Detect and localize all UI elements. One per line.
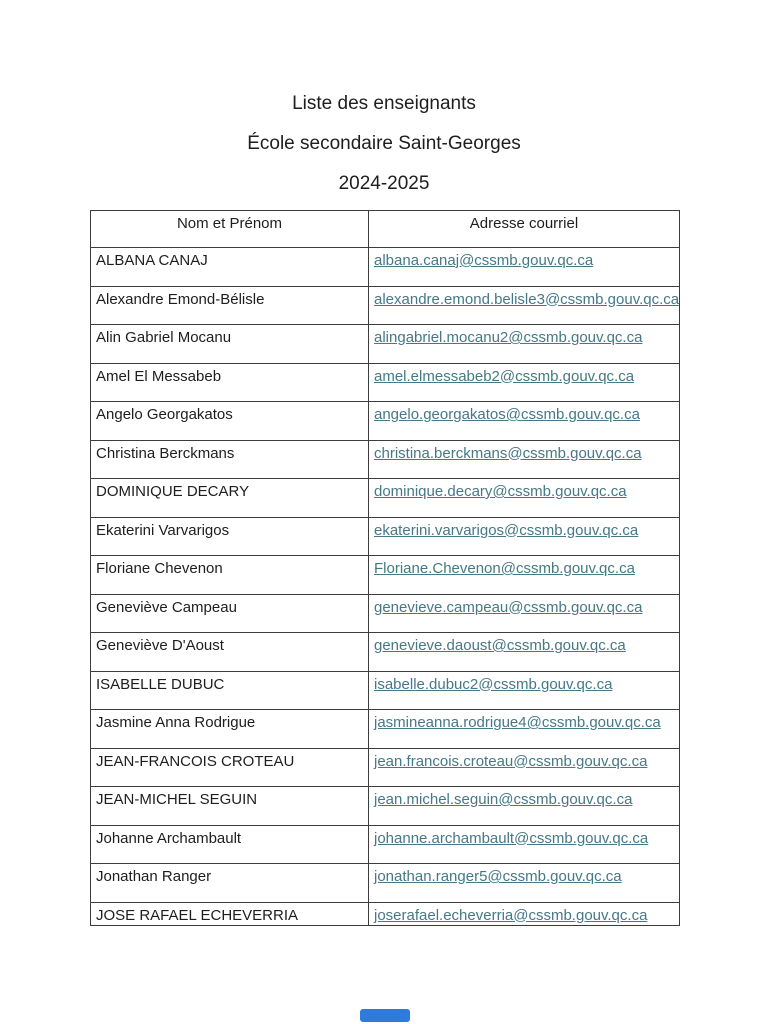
teacher-email-cell: jasmineanna.rodrigue4@cssmb.gouv.qc.ca bbox=[368, 709, 680, 749]
teacher-email-link[interactable]: christina.berckmans@cssmb.gouv.qc.ca bbox=[374, 444, 642, 462]
teacher-email-cell: albana.canaj@cssmb.gouv.qc.ca bbox=[368, 247, 680, 287]
teacher-name-cell: Ekaterini Varvarigos bbox=[90, 516, 369, 556]
teacher-email-link[interactable]: ekaterini.varvarigos@cssmb.gouv.qc.ca bbox=[374, 521, 639, 539]
table-row: ISABELLE DUBUC isabelle.dubuc2@cssmb.gouv… bbox=[90, 670, 680, 710]
teacher-email-cell: dominique.decary@cssmb.gouv.qc.ca bbox=[368, 478, 680, 518]
table-row: JEAN-FRANCOIS CROTEAU jean.francois.crote… bbox=[90, 747, 680, 787]
teacher-name-cell: ISABELLE DUBUC bbox=[90, 670, 369, 710]
teacher-email-link[interactable]: alexandre.emond.belisle3@cssmb.gouv.qc.c… bbox=[374, 290, 680, 308]
teacher-email-link[interactable]: alingabriel.mocanu2@cssmb.gouv.qc.ca bbox=[374, 329, 643, 346]
teacher-email-cell: Floriane.Chevenon@cssmb.gouv.qc.ca bbox=[368, 555, 680, 595]
teacher-name-cell: JOSE RAFAEL ECHEVERRIA bbox=[90, 901, 369, 926]
teacher-email-link[interactable]: jean.francois.croteau@cssmb.gouv.qc.ca bbox=[374, 752, 648, 770]
table-row: JEAN-MICHEL SEGUIN jean.michel.seguin@css… bbox=[90, 786, 680, 826]
teacher-email-link[interactable]: johanne.archambault@cssmb.gouv.qc.ca bbox=[374, 829, 649, 847]
teacher-email-link[interactable]: amel.elmessabeb2@cssmb.gouv.qc.ca bbox=[374, 367, 635, 385]
teacher-name-cell: Johanne Archambault bbox=[90, 824, 369, 864]
teacher-email-cell: jonathan.ranger5@cssmb.gouv.qc.ca bbox=[368, 863, 680, 903]
table-row: Alexandre Emond-Bélisle alexandre.emond.b… bbox=[90, 285, 680, 325]
table-row: Jonathan Ranger jonathan.ranger5@cssmb.go… bbox=[90, 863, 680, 903]
teacher-email-cell: angelo.georgakatos@cssmb.gouv.qc.ca bbox=[368, 401, 680, 441]
teacher-email-cell: christina.berckmans@cssmb.gouv.qc.ca bbox=[368, 439, 680, 479]
table-row: Alin Gabriel Mocanu alingabriel.mocanu2@c… bbox=[90, 324, 680, 364]
teacher-email-link[interactable]: angelo.georgakatos@cssmb.gouv.qc.ca bbox=[374, 406, 640, 423]
teacher-name-cell: Christina Berckmans bbox=[90, 439, 369, 479]
table-row: Christina Berckmans christina.berckmans@c… bbox=[90, 439, 680, 479]
table-row: Geneviève D'Aoust genevieve.daoust@cssmb.… bbox=[90, 632, 680, 672]
teacher-email-cell: genevieve.daoust@cssmb.gouv.qc.ca bbox=[368, 632, 680, 672]
teacher-email-cell: alexandre.emond.belisle3@cssmb.gouv.qc.c… bbox=[368, 285, 680, 325]
teacher-name-cell: DOMINIQUE DECARY bbox=[90, 478, 369, 518]
teacher-email-cell: johanne.archambault@cssmb.gouv.qc.ca bbox=[368, 824, 680, 864]
teacher-email-link[interactable]: albana.canaj@cssmb.gouv.qc.ca bbox=[374, 252, 594, 269]
table-row: Ekaterini Varvarigos ekaterini.varvarigos… bbox=[90, 516, 680, 556]
teacher-name-cell: Geneviève Campeau bbox=[90, 593, 369, 633]
teacher-email-link[interactable]: joserafael.echeverria@cssmb.gouv.qc.ca bbox=[374, 906, 648, 924]
table-row: DOMINIQUE DECARY dominique.decary@cssmb.g… bbox=[90, 478, 680, 518]
document-subtitle-school: École secondaire Saint-Georges bbox=[247, 133, 521, 154]
teacher-email-link[interactable]: jonathan.ranger5@cssmb.gouv.qc.ca bbox=[374, 868, 622, 885]
teacher-name-cell: Alin Gabriel Mocanu bbox=[90, 324, 369, 364]
teacher-email-cell: jean.francois.croteau@cssmb.gouv.qc.ca bbox=[368, 747, 680, 787]
scroll-position-indicator[interactable] bbox=[360, 1009, 410, 1022]
column-header-email: Adresse courriel bbox=[368, 210, 680, 248]
teachers-table: Nom et Prénom Adresse courriel ALBANA CA… bbox=[90, 210, 680, 926]
document-subtitle-year: 2024-2025 bbox=[338, 173, 430, 194]
teacher-email-link[interactable]: dominique.decary@cssmb.gouv.qc.ca bbox=[374, 483, 627, 500]
teacher-name-cell: Amel El Messabeb bbox=[90, 362, 369, 402]
teacher-email-link[interactable]: isabelle.dubuc2@cssmb.gouv.qc.ca bbox=[374, 675, 613, 693]
teacher-name-cell: JEAN-MICHEL SEGUIN bbox=[90, 786, 369, 826]
table-row: Johanne Archambault johanne.archambault@c… bbox=[90, 824, 680, 864]
teacher-email-link[interactable]: jean.michel.seguin@cssmb.gouv.qc.ca bbox=[374, 791, 633, 808]
teacher-email-link[interactable]: Floriane.Chevenon@cssmb.gouv.qc.ca bbox=[374, 560, 635, 577]
teacher-email-cell: ekaterini.varvarigos@cssmb.gouv.qc.ca bbox=[368, 516, 680, 556]
teacher-email-cell: isabelle.dubuc2@cssmb.gouv.qc.ca bbox=[368, 670, 680, 710]
teacher-email-cell: jean.michel.seguin@cssmb.gouv.qc.ca bbox=[368, 786, 680, 826]
table-row: Angelo Georgakatos angelo.georgakatos@css… bbox=[90, 401, 680, 441]
document-title: Liste des enseignants bbox=[292, 93, 476, 114]
teacher-name-cell: Jasmine Anna Rodrigue bbox=[90, 709, 369, 749]
teacher-email-cell: alingabriel.mocanu2@cssmb.gouv.qc.ca bbox=[368, 324, 680, 364]
teacher-name-cell: Angelo Georgakatos bbox=[90, 401, 369, 441]
table-header-row: Nom et Prénom Adresse courriel bbox=[90, 210, 680, 248]
table-row: Jasmine Anna Rodrigue jasmineanna.rodrigu… bbox=[90, 709, 680, 749]
table-row: Floriane Chevenon Floriane.Chevenon@cssmb… bbox=[90, 555, 680, 595]
teacher-name-cell: Jonathan Ranger bbox=[90, 863, 369, 903]
table-row: Geneviève Campeau genevieve.campeau@cssmb… bbox=[90, 593, 680, 633]
teacher-name-cell: Floriane Chevenon bbox=[90, 555, 369, 595]
teacher-email-cell: genevieve.campeau@cssmb.gouv.qc.ca bbox=[368, 593, 680, 633]
teacher-name-cell: Alexandre Emond-Bélisle bbox=[90, 285, 369, 325]
table-row: JOSE RAFAEL ECHEVERRIA joserafael.echever… bbox=[90, 901, 680, 926]
teacher-name-cell: Geneviève D'Aoust bbox=[90, 632, 369, 672]
teacher-name-cell: ALBANA CANAJ bbox=[90, 247, 369, 287]
table-row: Amel El Messabeb amel.elmessabeb2@cssmb.g… bbox=[90, 362, 680, 402]
teacher-email-link[interactable]: genevieve.daoust@cssmb.gouv.qc.ca bbox=[374, 637, 626, 654]
table-row: ALBANA CANAJ albana.canaj@cssmb.gouv.qc.c… bbox=[90, 247, 680, 287]
teacher-email-cell: amel.elmessabeb2@cssmb.gouv.qc.ca bbox=[368, 362, 680, 402]
teacher-email-cell: joserafael.echeverria@cssmb.gouv.qc.ca bbox=[368, 901, 680, 926]
teacher-email-link[interactable]: genevieve.campeau@cssmb.gouv.qc.ca bbox=[374, 598, 643, 616]
teacher-name-cell: JEAN-FRANCOIS CROTEAU bbox=[90, 747, 369, 787]
column-header-name: Nom et Prénom bbox=[90, 210, 369, 248]
teacher-email-link[interactable]: jasmineanna.rodrigue4@cssmb.gouv.qc.ca bbox=[374, 714, 661, 731]
